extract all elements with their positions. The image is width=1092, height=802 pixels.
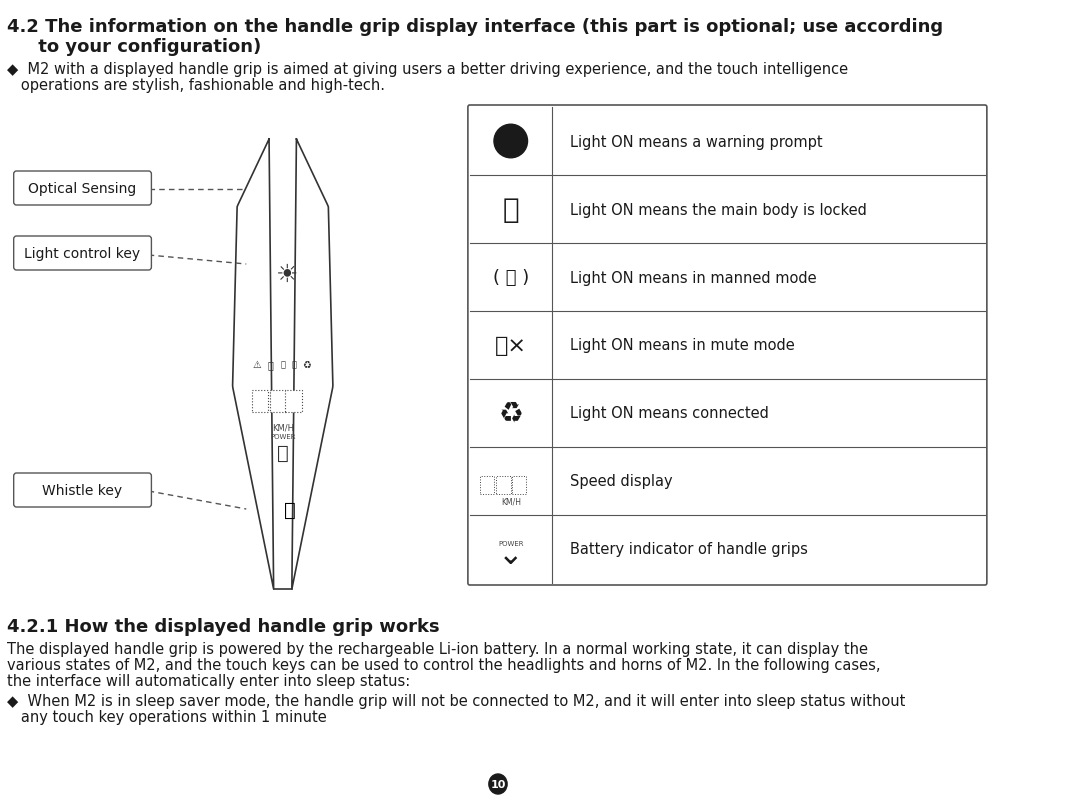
Text: POWER: POWER	[270, 433, 296, 439]
Text: 🔉: 🔉	[284, 500, 296, 519]
Text: The displayed handle grip is powered by the rechargeable Li-ion battery. In a no: The displayed handle grip is powered by …	[8, 642, 868, 656]
Text: 4.2.1 How the displayed handle grip works: 4.2.1 How the displayed handle grip work…	[8, 618, 440, 635]
Text: ⓘ: ⓘ	[501, 128, 520, 156]
Text: Optical Sensing: Optical Sensing	[28, 182, 136, 196]
Text: Light ON means in manned mode: Light ON means in manned mode	[570, 270, 817, 286]
Text: Light control key: Light control key	[24, 247, 141, 261]
Circle shape	[489, 774, 507, 794]
Text: ♻: ♻	[302, 359, 311, 370]
Text: any touch key operations within 1 minute: any touch key operations within 1 minute	[8, 709, 327, 724]
Text: !: !	[505, 128, 518, 156]
Text: POWER: POWER	[498, 541, 523, 546]
Text: Whistle key: Whistle key	[43, 484, 122, 497]
Polygon shape	[233, 140, 333, 589]
Text: Light ON means in mute mode: Light ON means in mute mode	[570, 338, 795, 353]
Text: 🔒: 🔒	[268, 359, 273, 370]
Text: 10: 10	[490, 779, 506, 789]
Text: to your configuration): to your configuration)	[8, 38, 262, 56]
Text: 🚶: 🚶	[281, 360, 285, 369]
FancyBboxPatch shape	[14, 172, 152, 206]
Text: Light ON means the main body is locked: Light ON means the main body is locked	[570, 202, 867, 217]
Text: ◆  When M2 is in sleep saver mode, the handle grip will not be connected to M2, : ◆ When M2 is in sleep saver mode, the ha…	[8, 693, 905, 708]
Text: various states of M2, and the touch keys can be used to control the headlights a: various states of M2, and the touch keys…	[8, 657, 881, 672]
Text: ◆  M2 with a displayed handle grip is aimed at giving users a better driving exp: ◆ M2 with a displayed handle grip is aim…	[8, 62, 848, 77]
Text: Light ON means connected: Light ON means connected	[570, 406, 769, 421]
Text: KM/H: KM/H	[501, 497, 521, 506]
Text: ⚠: ⚠	[253, 359, 262, 370]
Text: 🔒: 🔒	[502, 196, 519, 224]
FancyBboxPatch shape	[496, 476, 511, 494]
FancyBboxPatch shape	[270, 391, 286, 412]
Text: ( 🚶 ): ( 🚶 )	[492, 269, 529, 286]
FancyBboxPatch shape	[252, 391, 269, 412]
Text: Battery indicator of handle grips: Battery indicator of handle grips	[570, 542, 808, 557]
FancyBboxPatch shape	[14, 237, 152, 270]
FancyBboxPatch shape	[285, 391, 301, 412]
Text: 🔇×: 🔇×	[495, 335, 526, 355]
FancyBboxPatch shape	[512, 476, 526, 494]
FancyBboxPatch shape	[479, 476, 495, 494]
Text: the interface will automatically enter into sleep status:: the interface will automatically enter i…	[8, 673, 411, 688]
FancyBboxPatch shape	[14, 473, 152, 508]
Text: Light ON means a warning prompt: Light ON means a warning prompt	[570, 134, 822, 149]
Text: operations are stylish, fashionable and high-tech.: operations are stylish, fashionable and …	[8, 78, 385, 93]
Text: ☀: ☀	[276, 263, 298, 286]
Text: ⬧: ⬧	[277, 443, 288, 462]
Text: 4.2 The information on the handle grip display interface (this part is optional;: 4.2 The information on the handle grip d…	[8, 18, 943, 36]
Text: Speed display: Speed display	[570, 474, 673, 489]
Text: ♻: ♻	[498, 399, 523, 427]
Text: ⌄: ⌄	[498, 541, 523, 569]
Text: 🔇: 🔇	[292, 360, 296, 369]
Text: KM/H: KM/H	[272, 423, 294, 432]
FancyBboxPatch shape	[467, 106, 987, 585]
